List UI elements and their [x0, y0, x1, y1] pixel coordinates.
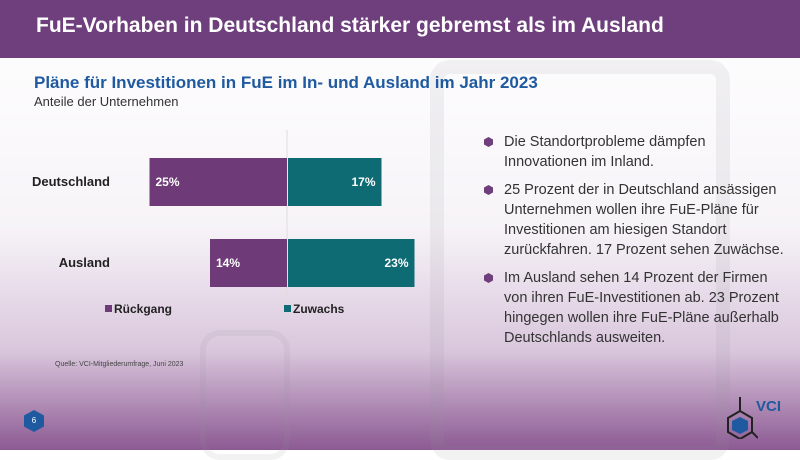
chart-title: Pläne für Investitionen in FuE im In- un…: [34, 73, 538, 92]
data-label: 17%: [351, 175, 375, 189]
data-label: 14%: [216, 256, 240, 270]
hexagon-bullet-icon: [484, 185, 493, 195]
source-note: Quelle: VCI-Mitgliederumfrage, Juni 2023: [55, 361, 184, 368]
page-number: 6: [24, 410, 44, 432]
legend-label: Rückgang: [114, 302, 172, 316]
hexagon-bullet-icon: [484, 137, 493, 147]
bullet-list: Die Standortprobleme dämpfen Innovatione…: [484, 132, 784, 356]
category-label: Deutschland: [32, 174, 110, 189]
legend-swatch: [284, 305, 291, 312]
header-bar: FuE-Vorhaben in Deutschland stärker gebr…: [0, 0, 800, 58]
chart-subtitle: Anteile der Unternehmen: [34, 94, 179, 109]
bullet-item: 25 Prozent der in Deutschland ansässigen…: [484, 180, 784, 260]
data-label: 23%: [384, 256, 408, 270]
vci-logo-text: VCI: [756, 398, 782, 415]
bullet-item: Im Ausland sehen 14 Prozent der Firmen v…: [484, 268, 784, 348]
diverging-bar-chart: Deutschland 25% 17% Ausland 14% 23% Rückgang Zu…: [32, 130, 415, 316]
hexagon-bullet-icon: [484, 273, 493, 283]
bar-rueckgang: [210, 239, 287, 287]
category-label: Ausland: [59, 255, 110, 270]
bar-rueckgang: [149, 158, 287, 206]
legend-label: Zuwachs: [293, 302, 345, 316]
bullet-item: Die Standortprobleme dämpfen Innovatione…: [484, 132, 784, 172]
bar-zuwachs: [288, 158, 382, 206]
vci-logo-icon: [727, 397, 758, 439]
slide-title: FuE-Vorhaben in Deutschland stärker gebr…: [36, 14, 664, 37]
background-document-shape-small: [200, 330, 290, 460]
data-label: 25%: [156, 175, 180, 189]
legend-swatch: [105, 305, 112, 312]
bar-zuwachs: [288, 239, 415, 287]
